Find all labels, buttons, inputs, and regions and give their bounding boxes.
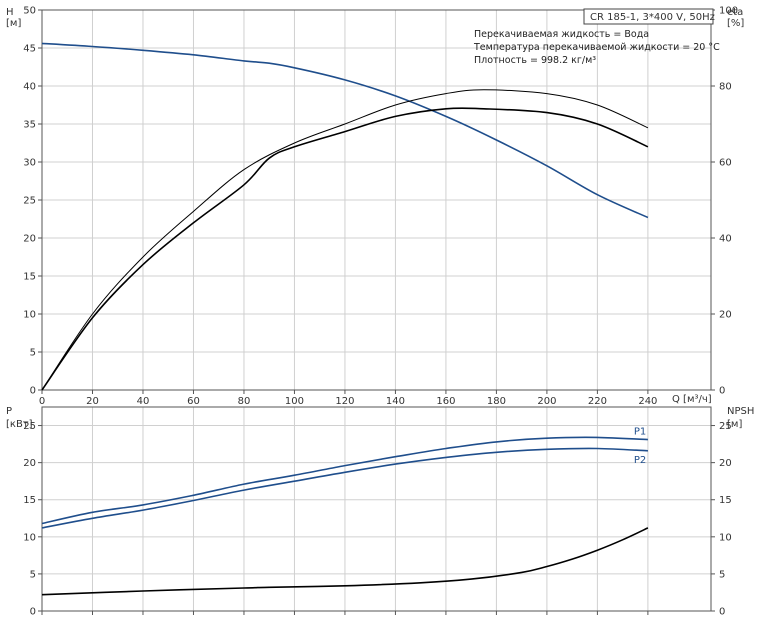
bottom-panel-ticks: 0 5 10 15 20 25 0 5 10 15 20 25 bbox=[23, 421, 731, 617]
bottom-panel-grid bbox=[42, 407, 711, 611]
top-left-tick-label: 20 bbox=[23, 234, 36, 245]
info-line-temperature: Температура перекачиваемой жидкости = 20… bbox=[473, 42, 720, 53]
top-left-tick-label: 45 bbox=[23, 44, 36, 55]
x-tick-label: 20 bbox=[86, 396, 99, 407]
series-line-h bbox=[41, 42, 649, 219]
x-tick-label: 220 bbox=[588, 396, 607, 407]
x-tick-label: 60 bbox=[187, 396, 200, 407]
bottom-right-tick-label: 0 bbox=[719, 607, 725, 618]
bottom-left-tick-label: 10 bbox=[23, 532, 36, 543]
bottom-right-tick-label: 20 bbox=[719, 458, 732, 469]
x-tick-label: 40 bbox=[137, 396, 150, 407]
bottom-left-axis-title: P bbox=[6, 406, 12, 417]
series-label-p2: P2 bbox=[634, 455, 646, 466]
top-left-tick-label: 0 bbox=[30, 386, 36, 397]
x-tick-label: 140 bbox=[386, 396, 405, 407]
top-left-axis-title: H bbox=[6, 7, 14, 18]
bottom-left-tick-label: 0 bbox=[30, 607, 36, 618]
top-right-axis-title: eta bbox=[727, 7, 743, 18]
pump-box bbox=[583, 8, 714, 25]
top-right-axis-unit: [%] bbox=[727, 18, 744, 29]
series-line-p2 bbox=[41, 447, 648, 529]
series-label-p1: P1 bbox=[634, 427, 646, 438]
series-layer: P1 P2 bbox=[41, 42, 649, 596]
top-right-tick-label: 100 bbox=[719, 6, 738, 17]
top-left-tick-label: 35 bbox=[23, 120, 36, 131]
top-left-axis-unit: [м] bbox=[6, 18, 21, 29]
top-left-tick-label: 25 bbox=[23, 196, 36, 207]
bottom-left-tick-label: 20 bbox=[23, 458, 36, 469]
top-panel-grid bbox=[42, 10, 711, 390]
x-tick-label: 180 bbox=[487, 396, 506, 407]
top-left-tick-label: 15 bbox=[23, 272, 36, 283]
series-line-eta-thin bbox=[41, 89, 649, 391]
top-left-tick-label: 10 bbox=[23, 310, 36, 321]
series-line-p1 bbox=[41, 436, 648, 525]
bottom-left-tick-label: 5 bbox=[30, 569, 36, 580]
pump-box-text: CR 185-1, 3*400 V, 50Hz bbox=[590, 12, 715, 23]
bottom-right-tick-label: 5 bbox=[719, 569, 725, 580]
series-line-npsh bbox=[41, 527, 649, 596]
bottom-right-tick-label: 15 bbox=[719, 495, 732, 506]
x-tick-label: 80 bbox=[238, 396, 251, 407]
info-line-fluid: Перекачиваемая жидкость = Вода bbox=[474, 29, 649, 40]
info-line-density: Плотность = 998.2 кг/м³ bbox=[474, 55, 596, 66]
bottom-panel-frame bbox=[41, 406, 712, 612]
bottom-left-tick-label: 15 bbox=[23, 495, 36, 506]
bottom-right-tick-label: 10 bbox=[719, 532, 732, 543]
top-left-tick-label: 50 bbox=[23, 6, 36, 17]
top-left-tick-label: 5 bbox=[30, 348, 36, 359]
x-tick-label: 240 bbox=[638, 396, 657, 407]
bottom-right-axis-unit: [м] bbox=[727, 419, 742, 430]
top-right-tick-label: 40 bbox=[719, 234, 732, 245]
top-right-tick-label: 20 bbox=[719, 310, 732, 321]
top-left-tick-label: 40 bbox=[23, 82, 36, 93]
top-right-tick-label: 60 bbox=[719, 158, 732, 169]
bottom-left-tick-label: 25 bbox=[23, 421, 36, 432]
bottom-left-axis-unit: [кВт] bbox=[6, 419, 33, 430]
top-right-tick-label: 0 bbox=[719, 386, 725, 397]
series-line-eta bbox=[41, 107, 649, 391]
bottom-right-tick-label: 25 bbox=[719, 421, 732, 432]
x-tick-label: 160 bbox=[436, 396, 455, 407]
top-left-tick-label: 30 bbox=[23, 158, 36, 169]
bottom-right-axis-title: NPSH bbox=[727, 406, 754, 417]
x-tick-label: 200 bbox=[537, 396, 556, 407]
x-tick-label: 120 bbox=[335, 396, 354, 407]
top-right-tick-label: 80 bbox=[719, 82, 732, 93]
x-axis-title: Q [м³/ч] bbox=[672, 394, 712, 405]
top-panel-ticks: 0 20 40 60 80 100 120 140 160 180 200 220 2400510152… bbox=[23, 6, 738, 408]
x-tick-label: 0 bbox=[39, 396, 45, 407]
x-tick-label: 100 bbox=[285, 396, 304, 407]
